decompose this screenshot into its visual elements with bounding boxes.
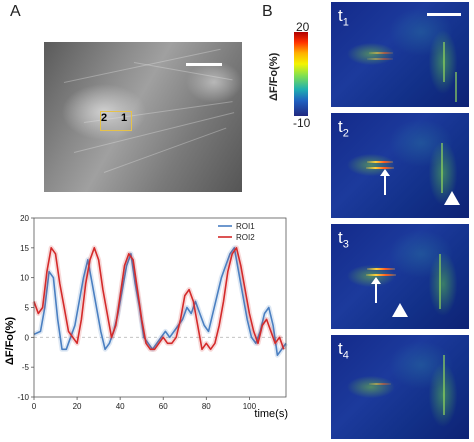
y-tick-label: 20 — [20, 214, 29, 223]
arrow-marker — [371, 277, 381, 303]
triangle-marker — [444, 191, 460, 205]
legend-label-roi2: ROI2 — [236, 233, 255, 242]
x-tick-label: 80 — [202, 402, 211, 411]
frame-label: t3 — [338, 228, 349, 251]
colorbar-min-label: -10 — [293, 116, 311, 130]
series-line-roi2 — [33, 246, 285, 351]
frame-label: t2 — [338, 117, 349, 140]
x-tick-label: 100 — [243, 402, 257, 411]
x-tick-label: 0 — [32, 402, 37, 411]
frame-t4: t4 — [331, 335, 469, 439]
frame-label: t4 — [338, 339, 349, 362]
panel-label-b: B — [262, 3, 273, 20]
y-tick-label: 5 — [25, 304, 30, 313]
roi-label-1: 1 — [121, 112, 128, 124]
roi-label-2: 2 — [101, 112, 108, 124]
x-tick-label: 40 — [116, 402, 125, 411]
y-tick-label: 15 — [20, 244, 29, 253]
y-tick-label: -10 — [17, 393, 29, 402]
y-tick-label: -5 — [22, 363, 30, 372]
series-line-roi1 — [33, 246, 287, 356]
panel-label-a: A — [10, 3, 21, 20]
frame-t2: t2 — [331, 113, 469, 218]
scale-bar — [186, 63, 222, 66]
grayscale-micrograph: 2 1 — [44, 42, 242, 192]
y-tick-label: 10 — [20, 274, 29, 283]
scale-bar — [427, 13, 461, 16]
x-axis-label: time(s) — [254, 408, 288, 420]
y-tick-label: 0 — [25, 333, 30, 342]
frame-t3: t3 — [331, 224, 469, 329]
colorbar-max-label: 20 — [296, 20, 310, 34]
roi-trace-chart: -10 -5 0 5 10 15 20 0 20 40 60 80 100 ROI1 ROI2 ΔF/Fo… — [4, 214, 289, 420]
colorbar — [294, 32, 308, 116]
colorbar-title: ΔF/Fo(%) — [268, 52, 280, 101]
x-tick-label: 20 — [73, 402, 82, 411]
frame-label: t1 — [338, 6, 349, 29]
legend-label-roi1: ROI1 — [236, 222, 255, 231]
triangle-marker — [392, 303, 408, 317]
x-tick-label: 60 — [159, 402, 168, 411]
arrow-marker — [380, 169, 390, 195]
frame-t1: t1 — [331, 2, 469, 107]
roi-box — [100, 111, 132, 131]
y-axis-label: ΔF/Fo(%) — [4, 317, 16, 366]
